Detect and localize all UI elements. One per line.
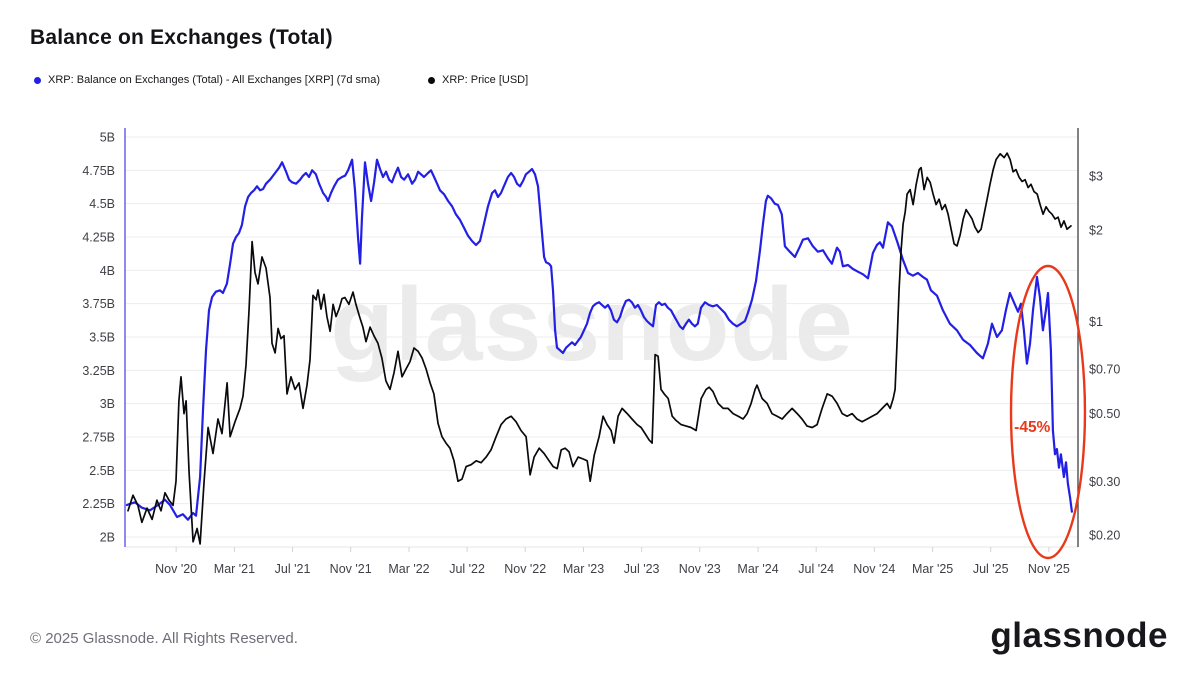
drop-annotation-ellipse [1009, 264, 1087, 560]
svg-text:Nov '21: Nov '21 [330, 562, 372, 576]
gridlines [125, 136, 1078, 538]
svg-text:3.5B: 3.5B [89, 331, 115, 345]
svg-text:3.75B: 3.75B [82, 297, 115, 311]
glassnode-logo: glassnode [990, 616, 1168, 655]
svg-text:3B: 3B [100, 397, 115, 411]
svg-text:Mar '25: Mar '25 [912, 562, 953, 576]
svg-text:Nov '23: Nov '23 [679, 562, 721, 576]
svg-text:2.75B: 2.75B [82, 431, 115, 445]
svg-text:4.75B: 4.75B [82, 164, 115, 178]
watermark-glassnode: glassnode [330, 267, 853, 383]
balance-series-dot-icon [34, 76, 41, 84]
svg-text:$0.50: $0.50 [1089, 407, 1120, 421]
legend-item-price[interactable]: XRP: Price [USD] [428, 74, 528, 86]
x-axis-labels: Nov '20 Mar '21 Jul '21 Nov '21 Mar '22 Jul '… [155, 547, 1070, 576]
svg-text:3.25B: 3.25B [82, 364, 115, 378]
legend-item-balance[interactable]: XRP: Balance on Exchanges (Total) - All … [34, 74, 380, 86]
copyright-notice: © 2025 Glassnode. All Rights Reserved. [30, 630, 298, 647]
svg-text:Nov '20: Nov '20 [155, 562, 197, 576]
price-series-dot-icon [428, 76, 435, 84]
svg-text:Nov '24: Nov '24 [853, 562, 895, 576]
balance-series-line[interactable] [125, 158, 1073, 521]
svg-text:$0.30: $0.30 [1089, 475, 1120, 489]
svg-text:Jul '21: Jul '21 [275, 562, 311, 576]
svg-text:Nov '25: Nov '25 [1028, 562, 1070, 576]
svg-text:2.25B: 2.25B [82, 497, 115, 511]
svg-text:2B: 2B [100, 531, 115, 545]
svg-text:Mar '24: Mar '24 [737, 562, 778, 576]
svg-text:4.25B: 4.25B [82, 231, 115, 245]
drop-annotation-label: -45% [1014, 419, 1050, 436]
svg-text:$2: $2 [1089, 223, 1103, 237]
svg-text:Jul '23: Jul '23 [624, 562, 660, 576]
svg-text:5B: 5B [100, 131, 115, 145]
svg-text:$0.70: $0.70 [1089, 362, 1120, 376]
svg-text:Jul '25: Jul '25 [973, 562, 1009, 576]
chart-legend: XRP: Balance on Exchanges (Total) - All … [34, 74, 528, 86]
chart-title: Balance on Exchanges (Total) [30, 26, 333, 49]
svg-text:Mar '21: Mar '21 [214, 562, 255, 576]
svg-text:Nov '22: Nov '22 [504, 562, 546, 576]
svg-text:Mar '22: Mar '22 [388, 562, 429, 576]
legend-label-balance: XRP: Balance on Exchanges (Total) - All … [48, 74, 380, 86]
svg-text:Mar '23: Mar '23 [563, 562, 604, 576]
svg-text:4.5B: 4.5B [89, 197, 115, 211]
svg-text:2.5B: 2.5B [89, 464, 115, 478]
svg-text:Jul '22: Jul '22 [449, 562, 485, 576]
svg-text:Jul '24: Jul '24 [798, 562, 834, 576]
svg-text:$0.20: $0.20 [1089, 528, 1120, 542]
svg-text:$3: $3 [1089, 170, 1103, 184]
svg-text:4B: 4B [100, 264, 115, 278]
y-axis-right-labels: $3 $2 $1 $0.70 $0.50 $0.30 $0.20 [1089, 170, 1120, 543]
y-axis-left-labels: 5B 4.75B 4.5B 4.25B 4B 3.75B 3.5B 3.25B 3B 2.75B 2… [82, 131, 115, 545]
price-series-line[interactable] [127, 152, 1072, 545]
svg-text:$1: $1 [1089, 315, 1103, 329]
legend-label-price: XRP: Price [USD] [442, 74, 529, 86]
